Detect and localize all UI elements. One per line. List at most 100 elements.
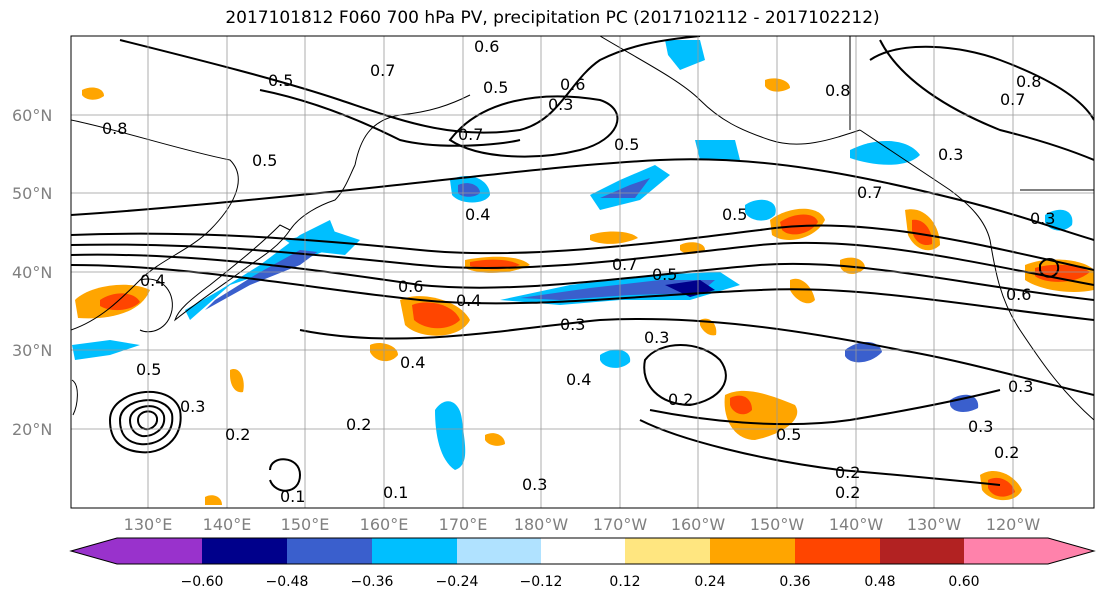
- colorbar-segment: [880, 538, 964, 564]
- precip-neg-blob-13: [745, 199, 776, 221]
- contour-label: 0.4: [140, 271, 165, 290]
- contour-label: 0.7: [370, 61, 395, 80]
- contour-label: 0.7: [1000, 90, 1025, 109]
- contour-label: 0.3: [938, 145, 963, 164]
- pv-contour-5: [299, 318, 1094, 396]
- lon-label: 160°E: [360, 515, 409, 534]
- contour-label: 0.8: [1016, 72, 1041, 91]
- contour-label: 0.2: [668, 390, 693, 409]
- lat-label: 50°N: [12, 184, 52, 203]
- colorbar-segment: [795, 538, 880, 564]
- contour-label: 0.2: [835, 463, 860, 482]
- lon-label: 180°W: [514, 515, 569, 534]
- longitude-labels: 130°E 140°E 150°E 160°E 170°E 180°W 170°…: [124, 515, 1041, 534]
- colorbar-segment: [372, 538, 457, 564]
- colorbar-tick-label: 0.48: [864, 574, 895, 590]
- contour-label: 0.3: [1030, 209, 1055, 228]
- pv-contour-8: [879, 39, 1094, 161]
- colorbar-tick-label: −0.12: [520, 574, 563, 590]
- colorbar-outline: [69, 537, 1096, 565]
- contour-label: 0.6: [398, 277, 423, 296]
- precip-pos-blob-18: [205, 495, 222, 505]
- borders: [849, 36, 1094, 191]
- contour-label: 0.2: [346, 415, 371, 434]
- colorbar-tick-label: −0.36: [351, 574, 394, 590]
- colorbar-segment: [202, 538, 287, 564]
- colorbar-tick-label: −0.60: [181, 574, 224, 590]
- precip-neg-band-2: [285, 230, 360, 255]
- lon-label: 140°E: [203, 515, 252, 534]
- contour-label: 0.2: [994, 443, 1019, 462]
- map-title: 2017101812 F060 700 hPa PV, precipitatio…: [225, 8, 880, 28]
- contour-label: 0.5: [252, 151, 277, 170]
- colorbar-segment: [117, 538, 202, 564]
- pv-contour-20: [259, 89, 521, 147]
- contour-label: 0.5: [652, 265, 677, 284]
- alaska-coast: [599, 36, 861, 145]
- pv-contour-10: [649, 389, 1001, 426]
- precip-pos-blob-11: [790, 278, 815, 304]
- precip-neg-blob-14: [600, 349, 631, 368]
- colorbar-extend-high: [1048, 538, 1094, 564]
- pv-contour-18: [1039, 258, 1060, 278]
- contour-label: 0.6: [474, 37, 499, 56]
- pv-contour-13: [108, 390, 182, 454]
- lon-label: 170°E: [439, 515, 488, 534]
- lat-label: 40°N: [12, 263, 52, 282]
- taiwan-coast: [71, 379, 78, 416]
- colorbar: −0.60 −0.48 −0.36 −0.24 −0.12 0.12 0.24 …: [69, 537, 1096, 590]
- japan-coast: [174, 224, 291, 322]
- precip-neg-blob-12: [695, 140, 740, 160]
- colorbar-tick-label: 0.36: [779, 574, 810, 590]
- precip-neg-blob-15: [1045, 209, 1073, 231]
- contour-label: 0.1: [383, 483, 408, 502]
- contour-label: 0.5: [722, 205, 747, 224]
- precip-pos-core-8: [988, 477, 1015, 497]
- precip-pos-blob-12: [840, 257, 865, 274]
- precip-neg-blob-7: [845, 341, 882, 363]
- pv-contour-16: [136, 410, 159, 431]
- contour-label: 0.3: [560, 315, 585, 334]
- precip-pos-core-5: [912, 219, 933, 246]
- lon-label: 130°E: [124, 515, 173, 534]
- lon-label: 140°W: [829, 515, 884, 534]
- pv-contour-12: [643, 344, 727, 407]
- contour-label: 0.5: [268, 71, 293, 90]
- precip-pos-blob-19: [485, 433, 505, 446]
- precip-pos-core-2: [412, 302, 460, 329]
- contour-label: 0.5: [483, 78, 508, 97]
- pv-contour-2: [71, 241, 1094, 286]
- colorbar-segment: [287, 538, 372, 564]
- pv-contour-3: [71, 253, 1094, 301]
- contour-label: 0.4: [456, 291, 481, 310]
- contour-label: 0.3: [968, 417, 993, 436]
- lat-label: 20°N: [12, 420, 52, 439]
- pv-contour-19: [869, 45, 1094, 121]
- map-frame: [70, 35, 1095, 509]
- colorbar-segment: [710, 538, 795, 564]
- precip-pos-core-1: [100, 293, 140, 311]
- colorbar-extend-low: [71, 538, 117, 564]
- colorbar-tick-label: −0.48: [266, 574, 309, 590]
- pv-contours: [71, 36, 1094, 492]
- kuril-coast: [289, 164, 356, 231]
- contour-label: 0.3: [180, 397, 205, 416]
- lon-label: 130°W: [907, 515, 962, 534]
- coastlines: [71, 36, 1094, 421]
- precip-pos-blob-16: [765, 78, 790, 92]
- colorbar-segment: [625, 538, 710, 564]
- latitude-labels: 60°N 50°N 40°N 30°N 20°N: [12, 106, 52, 439]
- contour-label: 0.4: [400, 353, 425, 372]
- contour-label: 0.8: [825, 81, 850, 100]
- precip-pos-core-4: [780, 214, 818, 235]
- contour-label: 0.5: [776, 425, 801, 444]
- contour-label: 0.2: [835, 483, 860, 502]
- map-area: 0.6 0.7 0.5 0.8 0.5 0.8 0.7 0.3 0.7 0.5 …: [71, 36, 1094, 508]
- lat-label: 30°N: [12, 341, 52, 360]
- colorbar-segment: [457, 538, 541, 564]
- lat-label: 60°N: [12, 106, 52, 125]
- contour-label: 0.3: [1008, 377, 1033, 396]
- pv-contour-1: [71, 224, 1094, 271]
- contour-label: 0.3: [548, 95, 573, 114]
